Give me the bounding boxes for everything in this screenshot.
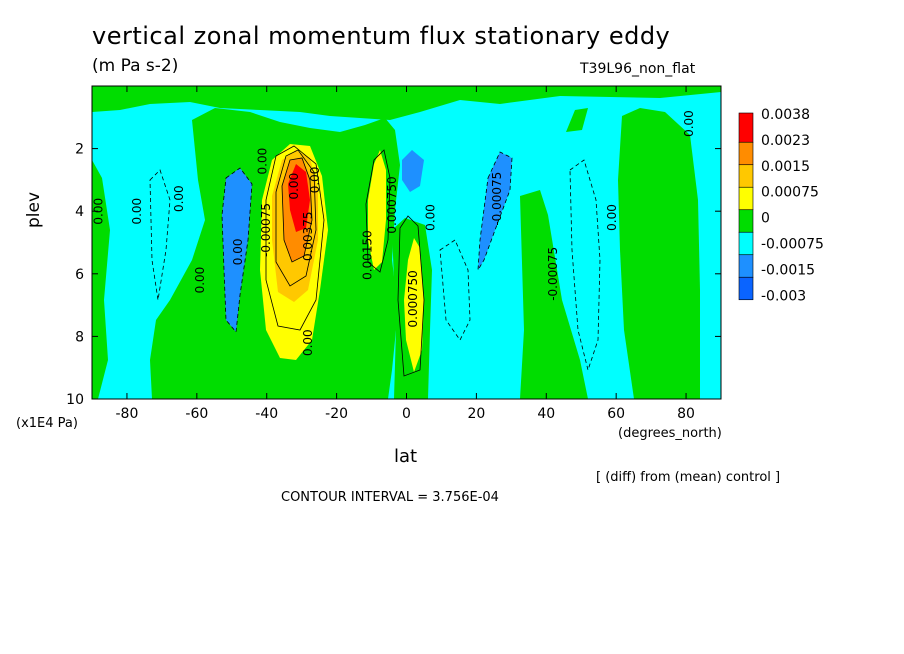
contour-label: 0.00 — [605, 204, 619, 231]
colorbar-swatch — [738, 112, 754, 143]
contour-label: 0.00375 — [301, 211, 315, 261]
y-tick-label: 10 — [66, 392, 84, 408]
contour-label: 0.00 — [301, 329, 315, 356]
y-tick-label: 6 — [75, 267, 84, 283]
contour-fields — [92, 86, 721, 399]
x-tick-label: -60 — [185, 406, 208, 422]
field-zero-small — [566, 108, 588, 132]
chart-units: (m Pa s-2) — [92, 56, 179, 76]
x-tick-label: -40 — [255, 406, 278, 422]
x-tick-label: -80 — [116, 406, 139, 422]
contour-label: 0.00 — [91, 198, 105, 225]
field-zero-left — [92, 160, 110, 399]
colorbar-label: 0 — [761, 211, 770, 227]
x-tick-label: 0 — [402, 406, 411, 422]
experiment-label: T39L96_non_flat — [580, 61, 696, 77]
x-tick-label: 60 — [607, 406, 625, 422]
field-pos-eq — [404, 238, 424, 372]
x-tick-label: -20 — [325, 406, 348, 422]
colorbar-label: 0.00075 — [761, 185, 819, 201]
contour-line — [569, 159, 601, 372]
y-tick-label: 8 — [75, 329, 84, 345]
contour-line — [477, 151, 513, 271]
colorbar-label: 0.0015 — [761, 159, 810, 175]
x-axis-ticks: -80 -60 -40 -20 0 20 40 60 80 — [116, 86, 695, 422]
field-pos-upper — [368, 150, 386, 270]
contour-label: 0.00 — [256, 148, 270, 175]
colorbar-label: -0.0015 — [761, 262, 815, 278]
colorbar-swatch — [738, 141, 754, 166]
contour-lines — [149, 145, 601, 377]
contour-line — [397, 215, 425, 377]
contour-label: 0.000750 — [406, 270, 420, 327]
contour-label: -0.00075 — [546, 247, 560, 301]
colorbar-label: -0.00075 — [761, 237, 824, 253]
field-neg-nh — [478, 152, 512, 270]
contour-line — [439, 239, 471, 341]
colorbar: 0.0038 0.0023 0.0015 0.00075 0 -0.00075 -0.001… — [738, 107, 824, 304]
contour-label: 0.000750 — [385, 176, 399, 233]
contour-label: -0.00075 — [490, 172, 504, 226]
field-neg-eq — [402, 150, 424, 192]
y-tick-label: 2 — [75, 142, 84, 158]
contour-line — [265, 145, 325, 331]
colorbar-swatch — [738, 209, 754, 233]
contour-label: 0.00 — [682, 110, 696, 137]
x-axis-unit: (degrees_north) — [618, 426, 722, 441]
colorbar-label: 0.0023 — [761, 133, 810, 149]
difference-note: [ (diff) from (mean) control ] — [596, 470, 781, 485]
contour-label: 0.00 — [231, 239, 245, 266]
x-tick-label: 20 — [467, 406, 485, 422]
y-tick-label: 4 — [75, 204, 84, 220]
contour-label: 0.00 — [172, 185, 186, 212]
colorbar-label: 0.0038 — [761, 107, 810, 123]
contour-line — [275, 149, 317, 287]
contour-label: 0.00 — [308, 167, 322, 194]
field-pos-sh-peak — [288, 164, 310, 232]
contour-line — [281, 157, 313, 263]
x-tick-label: 80 — [677, 406, 695, 422]
contour-line — [365, 149, 391, 273]
y-axis-ticks: 2 4 6 8 10 — [66, 142, 721, 408]
contour-label: 0.00 — [193, 267, 207, 294]
field-zero-nh — [520, 190, 588, 399]
contour-label: 0.00 — [423, 204, 437, 231]
contour-label: 0.00 — [130, 198, 144, 225]
colorbar-swatch — [738, 186, 754, 211]
chart-title: vertical zonal momentum flux stationary … — [92, 22, 671, 50]
x-tick-label: 40 — [537, 406, 555, 422]
field-zero-top — [92, 86, 721, 120]
contour-labels: 0.00 0.00 0.000.000.00 -0.000750.000.00375 0… — [91, 110, 696, 356]
colorbar-swatch — [738, 164, 754, 188]
contour-label: -0.00075 — [259, 203, 273, 257]
contour-interval: CONTOUR INTERVAL = 3.756E-04 — [281, 490, 499, 505]
contour-label: 0.00150 — [361, 230, 375, 280]
y-axis-unit: (x1E4 Pa) — [16, 416, 78, 431]
colorbar-swatch — [738, 276, 754, 301]
field-neg-sh — [222, 168, 252, 332]
contour-label: 0.00 — [287, 173, 301, 200]
colorbar-swatch — [738, 231, 754, 256]
colorbar-swatch — [738, 254, 754, 278]
colorbar-label: -0.003 — [761, 288, 806, 304]
x-axis-label: lat — [394, 446, 418, 467]
field-zero-polar — [618, 108, 700, 399]
contour-line — [149, 169, 171, 301]
